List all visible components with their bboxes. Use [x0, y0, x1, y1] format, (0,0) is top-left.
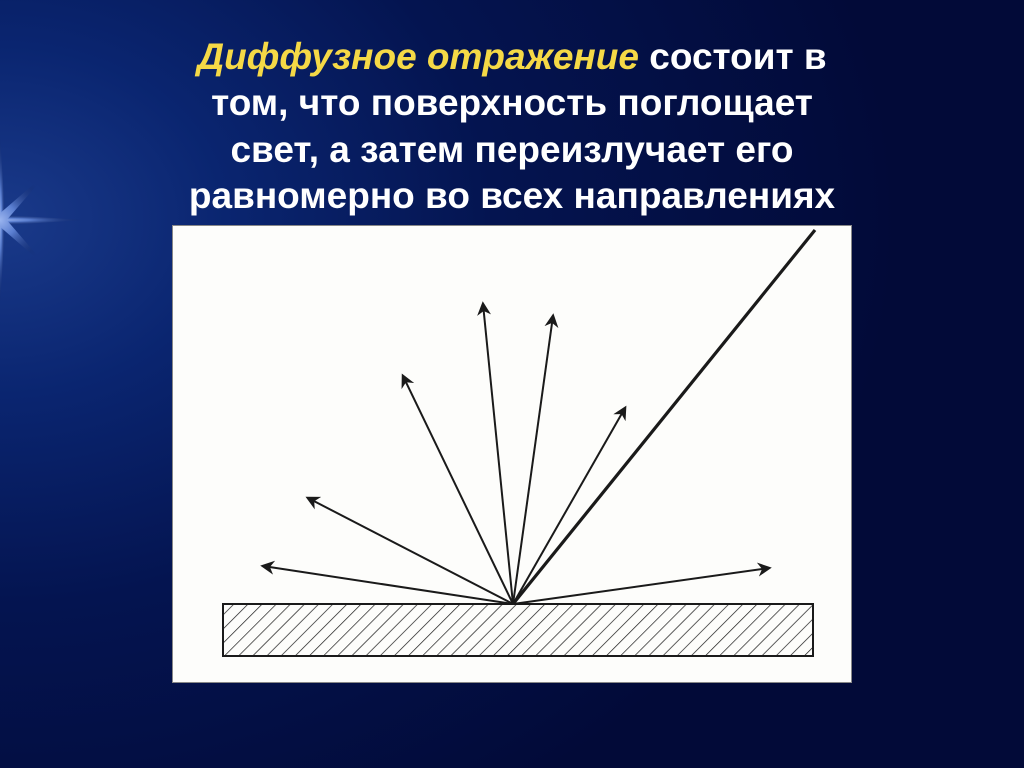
title-highlight: Диффузное отражение — [197, 36, 639, 77]
incident-ray — [513, 230, 815, 604]
reflected-ray-4 — [483, 304, 513, 604]
title-line-4: равномерно во всех направлениях — [189, 175, 835, 216]
slide: Диффузное отражение состоит в том, что по… — [0, 0, 1024, 768]
reflected-ray-3 — [403, 376, 513, 604]
diffuse-reflection-diagram — [172, 225, 852, 683]
title-line-2: том, что поверхность поглощает — [211, 82, 813, 123]
title-rest-1: состоит в — [639, 36, 827, 77]
figure-container — [0, 225, 1024, 688]
reflected-ray-6 — [513, 408, 625, 604]
surface — [223, 604, 813, 656]
reflected-ray-7 — [513, 568, 769, 604]
slide-title: Диффузное отражение состоит в том, что по… — [0, 0, 1024, 219]
title-line-3: свет, а затем переизлучает его — [230, 129, 793, 170]
